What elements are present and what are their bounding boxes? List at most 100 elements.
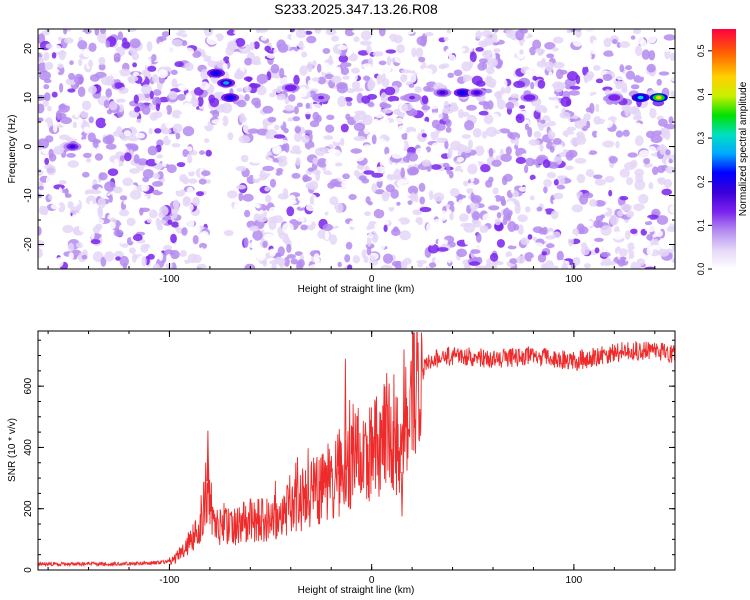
spectrogram-cell: [340, 137, 345, 146]
spectrogram-cell: [509, 258, 518, 264]
spectrogram-cell: [186, 137, 195, 147]
spectrogram-cell: [269, 249, 276, 257]
spectrogram-cell: [186, 186, 194, 197]
spectrogram-cell: [272, 144, 282, 155]
spectrogram-cell: [105, 134, 115, 145]
spectrogram-cell: [493, 48, 501, 53]
spectrogram-cell: [126, 217, 136, 227]
spectrogram-cell: [356, 164, 362, 170]
spectrogram-cell: [619, 64, 625, 73]
spectrogram-cell: [574, 111, 583, 117]
spectrogram-cell: [477, 265, 488, 269]
spectrogram-cell: [556, 203, 566, 211]
spectrogram-cell: [59, 214, 68, 219]
spectrogram-cell: [384, 86, 396, 96]
spectrogram-cell: [285, 56, 292, 63]
spectrogram-cell: [59, 134, 70, 140]
spectrogram-cell: [249, 83, 261, 88]
spectrogram-cell: [125, 143, 134, 148]
spectrogram-cell: [101, 188, 107, 199]
spectrogram-cell: [672, 243, 675, 252]
spectrogram-cell: [179, 174, 188, 183]
spectrogram-cell: [560, 96, 572, 108]
spectrogram-cell: [615, 73, 627, 81]
spectrogram-cell: [271, 263, 277, 269]
spectrogram-cell: [614, 118, 622, 127]
spectrogram-cell: [668, 158, 673, 164]
spectrogram-cell: [527, 234, 533, 240]
spectrogram-cell: [163, 244, 173, 251]
spectrogram-cell: [536, 206, 543, 212]
spectrogram-cell: [305, 203, 317, 212]
spectrogram-cell: [113, 158, 120, 168]
spectrogram-cell: [396, 201, 401, 206]
spectrogram-cell: [446, 254, 453, 264]
spectrogram-cell: [579, 59, 590, 68]
spectrogram-cell: [436, 137, 447, 143]
spectrogram-cell: [500, 153, 512, 162]
spectrogram-cell: [312, 157, 318, 165]
spectrogram-cell: [273, 47, 280, 57]
spectrogram-cell: [514, 203, 521, 215]
spectrogram-cell: [367, 101, 375, 108]
spectrogram-cell: [200, 69, 209, 80]
spectrogram-cell: [269, 92, 276, 98]
spectrogram-cell: [205, 149, 212, 157]
spectrogram-cell: [470, 176, 475, 182]
spectrogram-cell: [328, 55, 333, 66]
spectrogram-cell: [283, 128, 289, 134]
spectrogram-cell: [484, 88, 493, 94]
spectrogram-cell: [538, 122, 545, 131]
spectrogram-cell: [552, 61, 565, 69]
spectrogram-cell: [71, 189, 81, 194]
spectrogram-cell: [444, 140, 449, 150]
spectrogram-cell: [306, 61, 313, 73]
spectrogram-cell: [255, 204, 260, 209]
spectrogram-cell: [45, 29, 51, 36]
colorbar-tick-label: 0.1: [696, 219, 706, 232]
spectrogram-cell: [361, 249, 367, 259]
spectrogram-cell: [485, 179, 493, 188]
spectrogram-cell: [53, 184, 65, 190]
spectrogram-cell: [467, 163, 478, 175]
spectrogram-cell: [447, 72, 455, 79]
spectrogram-cell: [170, 233, 177, 244]
spectrogram-cell: [396, 44, 405, 54]
spectrogram-cell: [344, 254, 351, 263]
spectrogram-cell: [67, 201, 74, 209]
spectrogram-cell: [313, 253, 320, 263]
spectrogram-cell: [50, 68, 60, 74]
spectrogram-cell: [238, 135, 251, 144]
spectrogram-cell: [38, 103, 45, 114]
spectrogram-cell: [337, 212, 348, 219]
spectrogram-cell: [294, 132, 303, 143]
spectrogram-cell: [159, 205, 169, 216]
spectrogram-cell: [585, 88, 592, 96]
spectrogram-cell: [671, 60, 675, 67]
spectrogram-cell: [385, 153, 392, 158]
spectrogram-cell: [348, 194, 357, 200]
spectrogram-cell: [259, 209, 264, 214]
y-tick-label: 0: [23, 567, 34, 573]
spectrogram-cell: [52, 122, 58, 133]
spectrogram-cell: [185, 92, 192, 98]
spectrogram-cell: [170, 29, 180, 34]
spectrogram-cell: [647, 35, 657, 44]
spectrogram-cell: [269, 178, 277, 188]
spectrogram-cell: [529, 174, 536, 181]
spectrogram-cell: [166, 253, 172, 265]
spectrogram-cell: [582, 180, 590, 186]
spectrogram-cell: [182, 149, 189, 157]
spectrogram-cell: [235, 105, 244, 115]
spectrogram-cell: [501, 199, 507, 207]
spectrogram-cell: [253, 41, 260, 50]
spectrogram-cell: [58, 187, 63, 197]
spectrogram-cell: [533, 131, 542, 138]
spectrogram-cell: [485, 126, 498, 137]
spectrogram-cell: [338, 54, 349, 63]
spectrogram-cell: [576, 173, 586, 184]
spectrogram-cell: [524, 191, 529, 198]
spectrogram-cell: [602, 140, 615, 148]
spectrogram-cell: [401, 132, 409, 140]
